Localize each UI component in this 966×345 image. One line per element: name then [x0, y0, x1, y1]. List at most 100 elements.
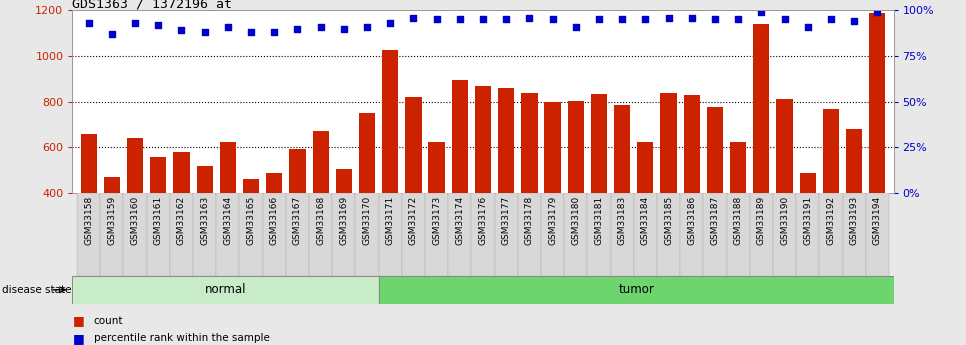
Bar	[475, 86, 491, 285]
Bar	[680, 193, 703, 276]
Bar	[846, 129, 863, 285]
Bar	[568, 101, 583, 285]
Point	[661, 15, 676, 20]
Text: GSM33166: GSM33166	[270, 196, 279, 245]
Bar	[657, 193, 680, 276]
Bar	[77, 193, 100, 276]
Bar	[425, 193, 448, 276]
Point	[104, 31, 120, 37]
Bar	[823, 109, 839, 285]
Bar	[216, 193, 240, 276]
Text: GSM33191: GSM33191	[803, 196, 812, 245]
Bar	[796, 193, 819, 276]
Bar	[313, 131, 328, 285]
Bar	[406, 97, 421, 285]
Text: GSM33169: GSM33169	[339, 196, 349, 245]
Bar	[773, 193, 796, 276]
Bar	[495, 193, 518, 276]
Point	[498, 17, 514, 22]
Bar	[332, 193, 355, 276]
Bar	[72, 276, 379, 304]
Bar	[127, 138, 143, 285]
Bar	[452, 80, 468, 285]
Point	[545, 17, 560, 22]
Text: GSM33183: GSM33183	[617, 196, 627, 245]
Text: GSM33187: GSM33187	[710, 196, 720, 245]
Text: tumor: tumor	[618, 283, 654, 296]
Bar	[448, 193, 471, 276]
Text: disease state: disease state	[2, 285, 71, 295]
Bar	[611, 193, 634, 276]
Bar	[286, 193, 309, 276]
Point	[336, 26, 352, 31]
Bar	[753, 24, 770, 285]
Text: GDS1363 / 1372196_at: GDS1363 / 1372196_at	[72, 0, 233, 10]
Text: GSM33190: GSM33190	[780, 196, 789, 245]
Bar	[263, 193, 286, 276]
Point	[267, 30, 282, 35]
Text: GSM33185: GSM33185	[664, 196, 673, 245]
Bar	[703, 193, 726, 276]
Point	[452, 17, 468, 22]
Bar	[866, 193, 889, 276]
Bar	[522, 92, 537, 285]
Point	[197, 30, 213, 35]
Bar	[309, 193, 332, 276]
Point	[684, 15, 699, 20]
Text: GSM33188: GSM33188	[733, 196, 743, 245]
Bar	[869, 13, 886, 285]
Bar	[147, 193, 170, 276]
Bar	[336, 169, 352, 285]
Bar	[429, 142, 444, 285]
Bar	[707, 108, 724, 285]
Bar	[661, 92, 676, 285]
Text: GSM33176: GSM33176	[478, 196, 488, 245]
Text: ■: ■	[72, 332, 84, 345]
Text: GSM33165: GSM33165	[246, 196, 256, 245]
Text: GSM33163: GSM33163	[200, 196, 210, 245]
Point	[406, 15, 421, 20]
Point	[475, 17, 491, 22]
Bar	[379, 276, 894, 304]
Bar	[193, 193, 216, 276]
Point	[730, 17, 746, 22]
Text: GSM33174: GSM33174	[455, 196, 465, 245]
Point	[638, 17, 653, 22]
Text: GSM33180: GSM33180	[571, 196, 581, 245]
Bar	[266, 172, 282, 285]
Bar	[383, 50, 398, 285]
Point	[568, 24, 583, 30]
Bar	[726, 193, 750, 276]
Bar	[402, 193, 425, 276]
Text: GSM33194: GSM33194	[873, 196, 882, 245]
Point	[290, 26, 305, 31]
Text: GSM33193: GSM33193	[850, 196, 859, 245]
Bar	[80, 134, 97, 285]
Point	[522, 15, 537, 20]
Text: percentile rank within the sample: percentile rank within the sample	[94, 333, 270, 343]
Text: count: count	[94, 316, 124, 326]
Text: GSM33159: GSM33159	[107, 196, 116, 245]
Bar	[518, 193, 541, 276]
Point	[707, 17, 723, 22]
Bar	[170, 193, 193, 276]
Bar	[196, 166, 213, 285]
Bar	[842, 193, 866, 276]
Bar	[124, 193, 147, 276]
Text: GSM33179: GSM33179	[548, 196, 557, 245]
Text: GSM33160: GSM33160	[130, 196, 139, 245]
Text: GSM33158: GSM33158	[84, 196, 93, 245]
Bar	[379, 193, 402, 276]
Bar	[355, 193, 379, 276]
Point	[243, 30, 259, 35]
Bar	[545, 102, 560, 285]
Bar	[242, 179, 259, 285]
Text: GSM33170: GSM33170	[362, 196, 372, 245]
Bar	[290, 149, 305, 285]
Text: GSM33186: GSM33186	[687, 196, 696, 245]
Text: ■: ■	[72, 314, 84, 327]
Point	[81, 20, 97, 26]
Bar	[591, 94, 607, 285]
Point	[383, 20, 398, 26]
Bar	[173, 152, 189, 285]
